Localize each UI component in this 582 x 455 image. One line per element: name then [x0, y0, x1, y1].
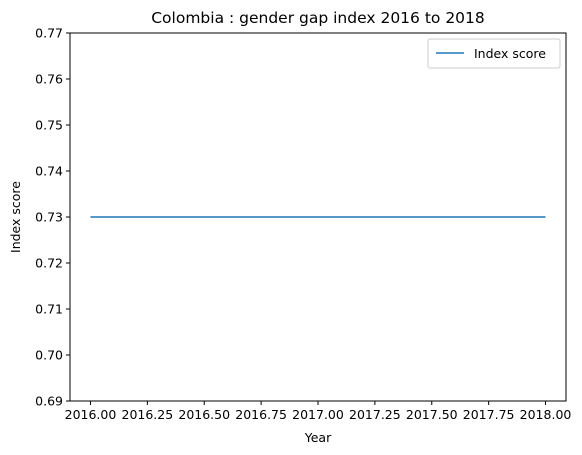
y-tick-label: 0.70: [35, 348, 63, 363]
x-tick-label: 2017.25: [349, 407, 401, 422]
y-tick-label: 0.69: [35, 394, 63, 409]
x-tick-label: 2016.50: [178, 407, 230, 422]
legend-label-index-score: Index score: [474, 46, 546, 61]
y-tick-label: 0.75: [35, 118, 63, 133]
y-tick-label: 0.77: [35, 26, 63, 41]
x-tick-label: 2018.00: [520, 407, 572, 422]
y-tick-label: 0.74: [35, 164, 63, 179]
x-tick-label: 2016.75: [235, 407, 287, 422]
x-tick-label: 2017.00: [292, 407, 344, 422]
y-tick-label: 0.71: [35, 302, 63, 317]
y-axis: 0.69 0.70 0.71 0.72 0.73 0.74 0.75 0.76 0.77: [35, 26, 70, 409]
x-tick-label: 2017.75: [463, 407, 515, 422]
x-axis-label: Year: [304, 430, 332, 445]
legend: Index score: [427, 38, 561, 69]
y-tick-label: 0.73: [35, 210, 63, 225]
x-tick-label: 2017.50: [406, 407, 458, 422]
legend-box: [427, 38, 561, 69]
x-axis: 2016.00 2016.25 2016.50 2016.75 2017.00 2017.…: [65, 401, 572, 422]
chart-title: Colombia : gender gap index 2016 to 2018: [151, 9, 485, 27]
y-tick-label: 0.76: [35, 72, 63, 87]
y-axis-label: Index score: [8, 181, 23, 253]
x-tick-label: 2016.25: [122, 407, 174, 422]
x-tick-label: 2016.00: [65, 407, 117, 422]
y-tick-label: 0.72: [35, 256, 63, 271]
